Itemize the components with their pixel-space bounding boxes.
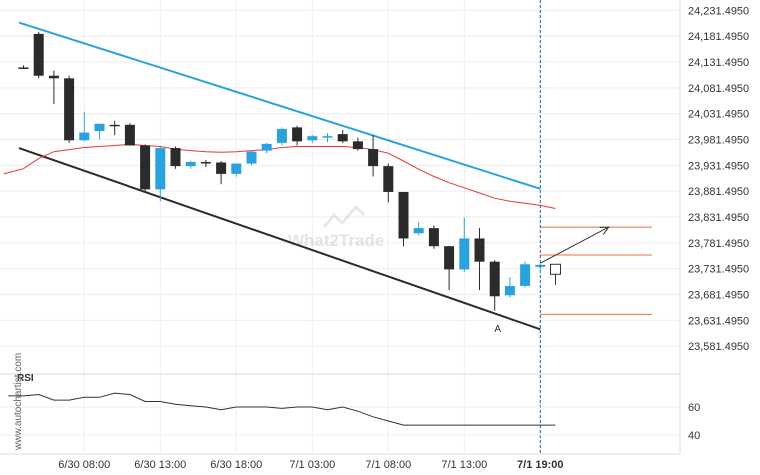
time-tick-label: 6/30 08:00 [58, 459, 110, 471]
price-tick-label: 23,681.4950 [688, 289, 749, 301]
price-tick-label: 23,931.4950 [688, 160, 749, 172]
candle-body [185, 161, 196, 167]
candle-body [48, 75, 59, 79]
candle-body [368, 149, 379, 167]
price-tick-label: 24,131.4950 [688, 57, 749, 69]
overlay-annotations: A [494, 0, 610, 454]
candle-body [337, 134, 348, 142]
price-tick-label: 24,081.4950 [688, 83, 749, 95]
rsi-tick-label: 40 [688, 430, 700, 442]
price-tick-label: 24,231.4950 [688, 5, 749, 17]
candle-body [276, 128, 287, 143]
candle-body [79, 132, 90, 141]
candle-body [428, 228, 439, 247]
candle-body [307, 136, 318, 141]
price-tick-label: 23,981.4950 [688, 135, 749, 147]
candle-body [109, 124, 120, 127]
candles [18, 31, 546, 311]
upper-trendline [18, 21, 541, 190]
price-tick-label: 23,781.4950 [688, 238, 749, 250]
candle-body [398, 191, 409, 239]
pattern-point-label: A [494, 324, 501, 335]
candle-body [413, 228, 424, 234]
candle-body [489, 261, 500, 297]
price-tick-label: 23,631.4950 [688, 315, 749, 327]
candle-body [216, 162, 227, 174]
side-watermark: www.autochartist.com [13, 353, 24, 451]
candle-body [383, 166, 394, 192]
candle-body [140, 145, 151, 190]
time-tick-label: 6/30 18:00 [210, 459, 262, 471]
candle-body [246, 151, 257, 164]
price-tick-label: 23,581.4950 [688, 341, 749, 353]
watermark-brand: What2Trade [288, 231, 384, 250]
next-candle-body [550, 263, 561, 275]
overlay-lines [3, 21, 652, 331]
lower-trendline [18, 147, 541, 331]
candle-body [292, 127, 303, 142]
candle-body [352, 141, 363, 150]
price-tick-label: 23,831.4950 [688, 212, 749, 224]
time-tick-label: 7/1 13:00 [441, 459, 487, 471]
candle-body [459, 238, 470, 270]
watermark-logo-icon [322, 204, 366, 228]
candle-body [18, 67, 29, 69]
time-tick-label: 7/1 19:00 [517, 459, 563, 471]
price-tick-label: 24,031.4950 [688, 109, 749, 121]
candle-body [94, 123, 105, 132]
candle-body [33, 33, 44, 76]
candle-body [504, 285, 515, 296]
candle-body [155, 148, 166, 190]
time-tick-label: 7/1 08:00 [365, 459, 411, 471]
candle-body [444, 246, 455, 270]
price-tick-label: 24,181.4950 [688, 31, 749, 43]
candle-body [520, 264, 531, 286]
grid [0, 0, 681, 455]
price-tick-label: 23,881.4950 [688, 186, 749, 198]
time-tick-label: 7/1 03:00 [289, 459, 335, 471]
candle-body [322, 136, 333, 138]
candle-body [124, 124, 135, 146]
rsi-label: RSI [17, 373, 34, 384]
moving-average-line [3, 143, 556, 209]
rsi-panel: 60 40 RSI [0, 373, 700, 442]
watermark: What2Trade [288, 204, 384, 250]
candle-body [231, 163, 242, 174]
rsi-line [8, 392, 556, 426]
projection-arrow-head [599, 226, 610, 235]
candle-body [64, 78, 75, 141]
time-tick-label: 6/30 13:00 [134, 459, 186, 471]
price-tick-label: 23,731.4950 [688, 264, 749, 276]
candle-body [170, 148, 181, 167]
projection-arrow-line [540, 226, 609, 264]
candle-body [200, 161, 211, 164]
candle-body [261, 143, 272, 151]
candle-body [474, 238, 485, 262]
rsi-tick-label: 60 [688, 402, 700, 414]
axes: 24,231.4950 24,181.4950 24,131.4950 24,081.… [58, 5, 749, 471]
